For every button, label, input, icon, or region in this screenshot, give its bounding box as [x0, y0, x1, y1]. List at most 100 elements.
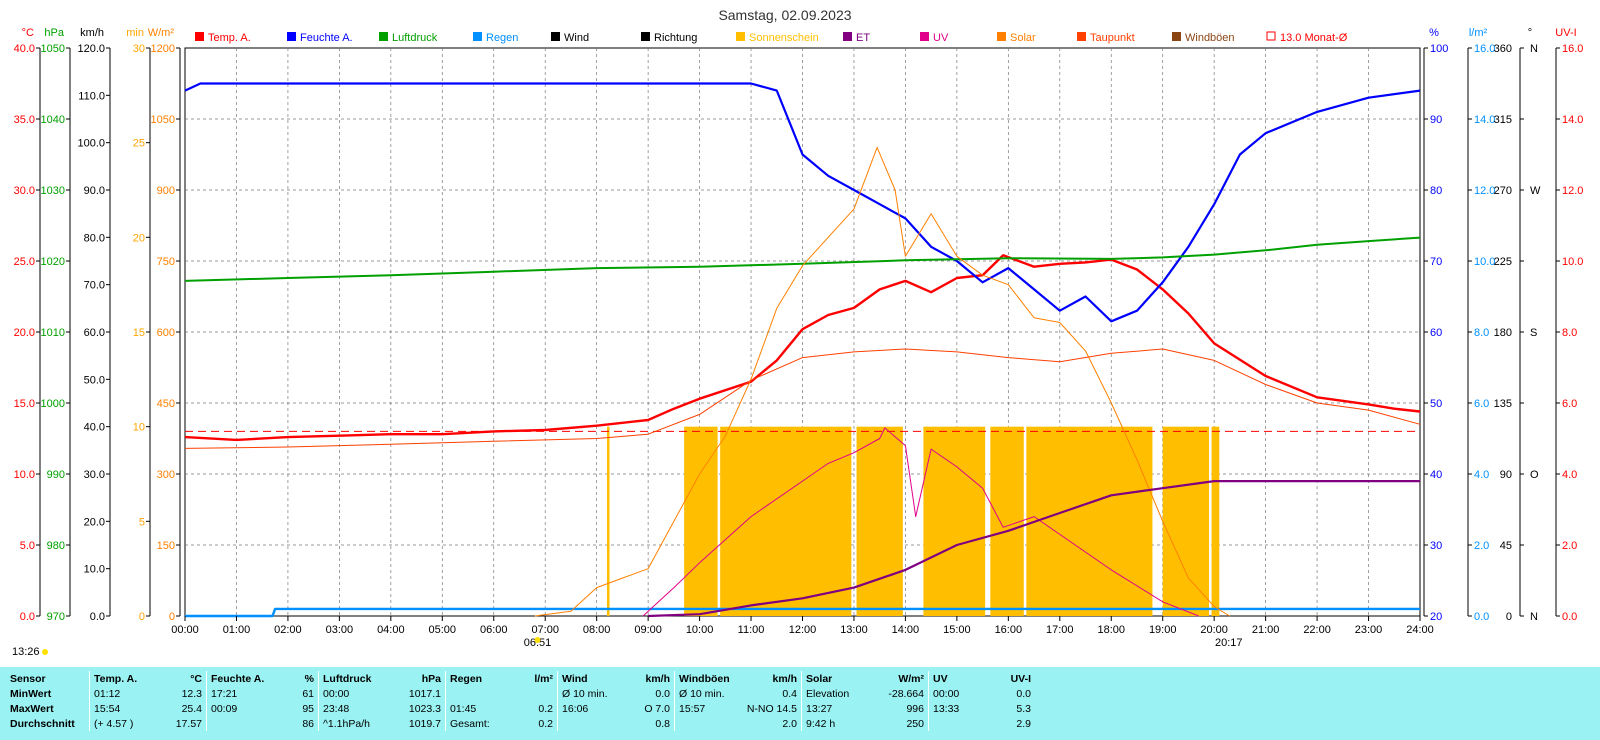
left-axis-tick-label: 20.0: [14, 327, 35, 339]
left-axis-unit: W/m²: [148, 27, 175, 39]
left-axis-tick-label: 10.0: [84, 564, 105, 576]
solar-value: 996: [906, 702, 924, 715]
gust-value: 0.4: [782, 687, 797, 700]
hum-time: 00:09: [206, 701, 270, 716]
right-axis-tick-label: 180: [1494, 327, 1512, 339]
left-axis-tick-label: 1200: [151, 43, 175, 55]
solar-value: 250: [906, 717, 924, 730]
press-time: 23:48: [318, 701, 387, 716]
right-axis-tick-label: 45: [1500, 540, 1512, 552]
right-axis-tick-label: 12.0: [1474, 185, 1495, 197]
solar-time: 13:27: [801, 701, 870, 716]
stats-row-avg: Durchschnitt (+ 4.57 ) 17.57 86 ^1.1hPa/…: [6, 716, 1035, 731]
legend-item: Sonnenschein: [736, 32, 819, 44]
hum-value: 86: [302, 717, 314, 730]
day-length-label: 13:26: [12, 646, 40, 658]
x-tick-label: 01:00: [223, 624, 251, 636]
col-wind-unit: km/h: [645, 672, 670, 685]
chart-axes: °C 0.0 5.0 10.0 15.0 20.0 25.0 30.0 35.0 40.0 hPa 9…: [14, 27, 1584, 623]
gust-value: 2.0: [782, 717, 797, 730]
right-axis-tick-label: 4.0: [1562, 469, 1577, 481]
wind-value: O 7.0: [644, 702, 670, 715]
left-axis-tick-label: 90.0: [84, 185, 105, 197]
legend-item: ET: [843, 32, 870, 44]
legend-item: Luftdruck: [379, 32, 438, 44]
x-tick-label: 06:00: [480, 624, 508, 636]
sunshine-block: [606, 426, 610, 616]
x-tick-label: 07:00: [531, 624, 559, 636]
left-axis-tick-label: 1050: [41, 43, 65, 55]
wind-time: [557, 716, 621, 731]
sunshine-block: [684, 426, 718, 616]
legend-swatch: [379, 32, 388, 41]
left-axis-tick-label: 40.0: [14, 43, 35, 55]
stats-row-max: MaxWert 15:54 25.4 00:09 95 23:48 1023.3…: [6, 701, 1035, 716]
hum-time: [206, 716, 270, 731]
chart-grid: [184, 47, 1421, 617]
right-axis-tick-label: 12.0: [1562, 185, 1583, 197]
uv-value: 0.0: [1016, 687, 1031, 700]
temp-time: 01:12: [89, 686, 153, 701]
chart-legend: Temp. A. Feuchte A. Luftdruck Regen Wind Rich…: [195, 31, 1348, 44]
x-tick-label: 17:00: [1046, 624, 1074, 636]
uv-time: [928, 716, 987, 731]
series-line-luftdruck: [184, 236, 1421, 282]
legend-item: Solar: [997, 32, 1036, 44]
series-line-et: [648, 480, 1420, 618]
right-axis-tick-label: 10.0: [1474, 256, 1495, 268]
left-axis-tick-label: 20.0: [84, 516, 105, 528]
right-axis-unit: l/m²: [1469, 27, 1488, 39]
right-axis: UV-I 0.0 2.0 4.0 6.0 8.0 10.0 12.0 14.0 16.0: [1555, 27, 1583, 623]
col-solar: Solar: [801, 671, 870, 686]
right-axis-tick-label: N: [1530, 611, 1538, 623]
legend-item: Wind: [551, 32, 589, 44]
hum-value: 95: [302, 702, 314, 715]
x-tick-label: 00:00: [171, 624, 199, 636]
right-axis-tick-label: 60: [1430, 327, 1442, 339]
legend-label: Wind: [564, 32, 589, 44]
legend-label: 13.0 Monat-Ø: [1280, 32, 1348, 44]
stats-table: Sensor Temp. A. °C Feuchte A. % Luftdruc…: [6, 671, 1035, 731]
sunshine-block: [720, 426, 852, 616]
gust-time: Ø 10 min.: [674, 686, 738, 701]
series-line-taupunkt: [184, 348, 1421, 449]
left-axis-tick-label: 900: [157, 185, 175, 197]
legend-item: Temp. A.: [195, 32, 251, 44]
right-axis-tick-label: 16.0: [1562, 43, 1583, 55]
left-axis-tick-label: 5.0: [20, 540, 35, 552]
solar-time: 9:42 h: [801, 716, 870, 731]
left-axis-tick-label: 990: [47, 469, 65, 481]
left-axis-tick-label: 60.0: [84, 327, 105, 339]
left-axis-tick-label: 20: [133, 232, 145, 244]
legend-swatch: [736, 32, 745, 41]
legend-swatch: [551, 32, 560, 41]
right-axis-tick-label: 0.0: [1474, 611, 1489, 623]
x-tick-label: 18:00: [1097, 624, 1125, 636]
col-solar-unit: W/m²: [898, 672, 924, 685]
left-axis-tick-label: 600: [157, 327, 175, 339]
right-axis-tick-label: 100: [1430, 43, 1448, 55]
left-axis-tick-label: 10.0: [14, 469, 35, 481]
col-gust-unit: km/h: [772, 672, 797, 685]
legend-item: Windböen: [1172, 32, 1235, 44]
left-axis: hPa 970 980 990 1000 1010 1020 1030 1040 1050: [41, 27, 71, 623]
left-axis-tick-label: 30: [133, 43, 145, 55]
left-axis-tick-label: 1010: [41, 327, 65, 339]
right-axis-tick-label: 6.0: [1562, 398, 1577, 410]
sun-icon: [42, 649, 48, 655]
gust-value: N-NO 14.5: [746, 702, 797, 715]
col-temp-unit: °C: [190, 672, 202, 685]
left-axis-tick-label: 80.0: [84, 232, 105, 244]
x-tick-label: 12:00: [789, 624, 817, 636]
col-press: Luftdruck: [318, 671, 387, 686]
col-gust: Windböen: [674, 671, 738, 686]
legend-label: ET: [856, 32, 870, 44]
legend-label: Taupunkt: [1090, 32, 1135, 44]
x-tick-label: 20:00: [1200, 624, 1228, 636]
right-axis-tick-label: 2.0: [1562, 540, 1577, 552]
legend-swatch: [473, 32, 482, 41]
right-axis-tick-label: 10.0: [1562, 256, 1583, 268]
wind-value: 0.0: [655, 687, 670, 700]
right-axis-unit: °: [1528, 27, 1532, 39]
row-label: MinWert: [10, 687, 52, 700]
